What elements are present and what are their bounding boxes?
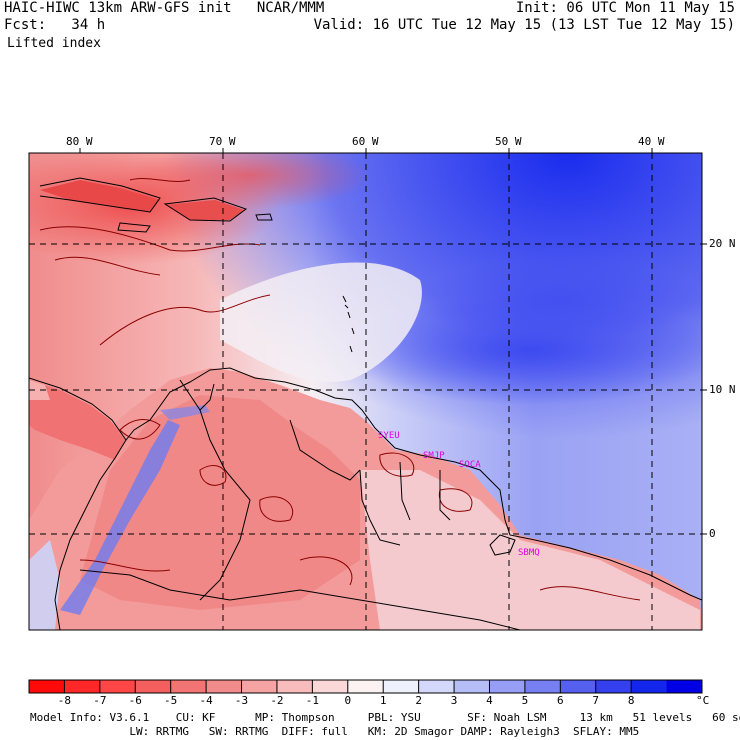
colorbar-label: -7	[93, 694, 107, 707]
colorbar-swatch	[560, 680, 597, 693]
colorbar-swatch	[312, 680, 349, 693]
colorbar-unit: °C	[696, 694, 710, 707]
colorbar-swatch	[99, 680, 136, 693]
colorbar-label: 8	[627, 694, 635, 707]
colorbar-label: -1	[305, 694, 319, 707]
lon-label-70w: 70 W	[209, 135, 236, 148]
station-soca: SOCA	[459, 460, 481, 470]
colorbar-swatch	[383, 680, 420, 693]
colorbar-swatch	[135, 680, 172, 693]
colorbar-swatch	[524, 680, 561, 693]
model-info-line1: Model Info: V3.6.1 CU: KF MP: Thompson P…	[30, 711, 740, 724]
lat-label-0: 0	[709, 527, 716, 540]
lat-label-10n: 10 N	[709, 383, 736, 396]
station-syeu: SYEU	[378, 431, 400, 441]
init-time: Init: 06 UTC Mon 11 May 15	[515, 0, 735, 16]
colorbar-swatch	[631, 680, 668, 693]
lon-label-80w: 80 W	[66, 135, 93, 148]
colorbar-swatch	[64, 680, 101, 693]
colorbar-label: -8	[57, 694, 72, 707]
colorbar-label: 1	[379, 694, 387, 707]
colorbar-swatch	[595, 680, 632, 693]
colorbar-label: 2	[415, 694, 422, 707]
field-name: Lifted index	[7, 36, 101, 51]
colorbar-swatch	[206, 680, 243, 693]
colorbar-label: 7	[592, 694, 600, 707]
colorbar-label: 3	[450, 694, 458, 707]
colorbar	[28, 679, 703, 694]
colorbar-label: -5	[164, 694, 178, 707]
colorbar-label: -3	[234, 694, 249, 707]
colorbar-swatch	[454, 680, 490, 693]
colorbar-label: -4	[199, 694, 213, 707]
colorbar-label: 0	[344, 694, 352, 707]
station-sbmq: SBMQ	[518, 548, 540, 558]
lon-label-50w: 50 W	[495, 135, 522, 148]
colorbar-swatch	[29, 680, 65, 693]
colorbar-swatch	[347, 680, 384, 693]
colorbar-swatch	[418, 680, 455, 693]
colorbar-label: -6	[128, 694, 142, 707]
colorbar-swatch	[276, 680, 313, 693]
colorbar-label: 5	[521, 694, 529, 707]
colorbar-swatch	[666, 680, 703, 693]
colorbar-label: -2	[270, 694, 284, 707]
lon-label-60w: 60 W	[352, 135, 379, 148]
colorbar-swatch	[170, 680, 207, 693]
lat-label-20n: 20 N	[709, 237, 736, 250]
model-info-line2: LW: RRTMG SW: RRTMG DIFF: full KM: 2D Sm…	[30, 725, 640, 738]
valid-time: Valid: 16 UTC Tue 12 May 15 (13 LST Tue …	[313, 17, 735, 33]
station-smjp: SMJP	[423, 451, 445, 461]
colorbar-label: 6	[557, 694, 564, 707]
colorbar-frame	[28, 679, 703, 694]
colorbar-swatch	[241, 680, 278, 693]
model-title: HAIC-HIWC 13km ARW-GFS init NCAR/MMM	[4, 0, 325, 16]
forecast-hour: Fcst: 34 h	[4, 17, 106, 33]
lon-label-40w: 40 W	[638, 135, 665, 148]
colorbar-label: 4	[486, 694, 493, 707]
colorbar-swatch	[489, 680, 526, 693]
